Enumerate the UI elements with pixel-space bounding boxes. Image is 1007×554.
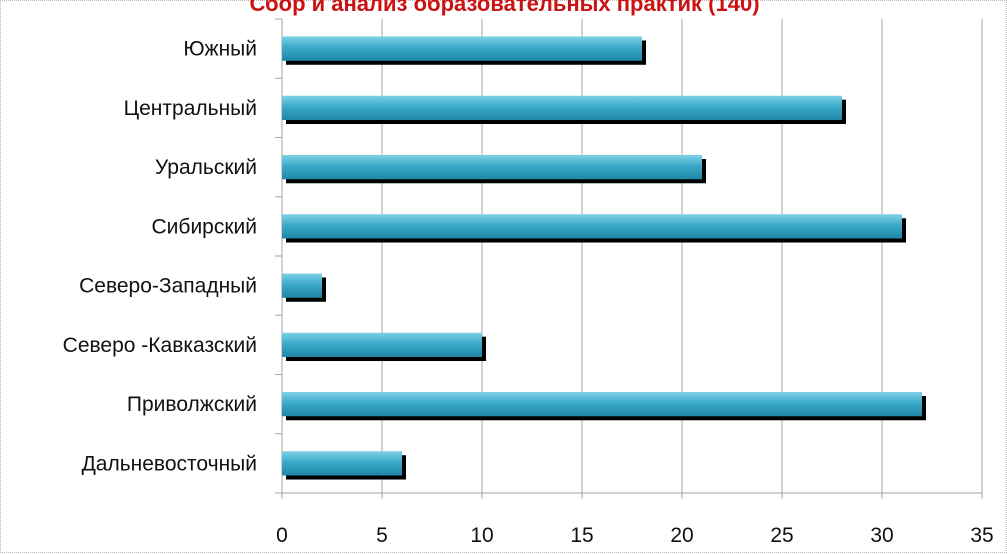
category-label: Северо -Кавказский — [63, 334, 257, 357]
x-tick-labels: 0 5 10 15 20 25 30 35 — [276, 524, 994, 547]
axes — [275, 18, 983, 499]
bar — [282, 273, 322, 298]
bar — [282, 95, 842, 121]
x-tick-label: 20 — [670, 524, 693, 547]
x-tick-label: 5 — [376, 524, 388, 547]
category-label: Сибирский — [152, 215, 257, 238]
bars — [282, 36, 926, 480]
bar — [282, 332, 482, 358]
category-labels: Южный Центральный Уральский Сибирский Северо… — [63, 38, 257, 476]
bar — [282, 391, 922, 417]
x-tick-label: 10 — [470, 524, 493, 547]
x-tick-label: 35 — [970, 524, 993, 547]
gridlines — [381, 19, 983, 493]
category-label: Приволжский — [127, 393, 257, 416]
bar — [282, 36, 642, 61]
bar — [282, 214, 902, 239]
category-label: Южный — [183, 38, 257, 61]
category-label: Центральный — [124, 97, 257, 120]
category-label: Северо-Западный — [79, 275, 257, 298]
category-label: Дальневосточный — [82, 452, 257, 475]
x-tick-label: 15 — [570, 524, 593, 547]
bar — [282, 451, 402, 476]
bar — [282, 154, 702, 180]
x-tick-label: 0 — [276, 524, 288, 547]
chart-title: Сбор и анализ образовательных практик (1… — [249, 0, 760, 16]
x-tick-label: 30 — [870, 524, 893, 547]
x-tick-label: 25 — [770, 524, 793, 547]
category-label: Уральский — [155, 156, 257, 179]
